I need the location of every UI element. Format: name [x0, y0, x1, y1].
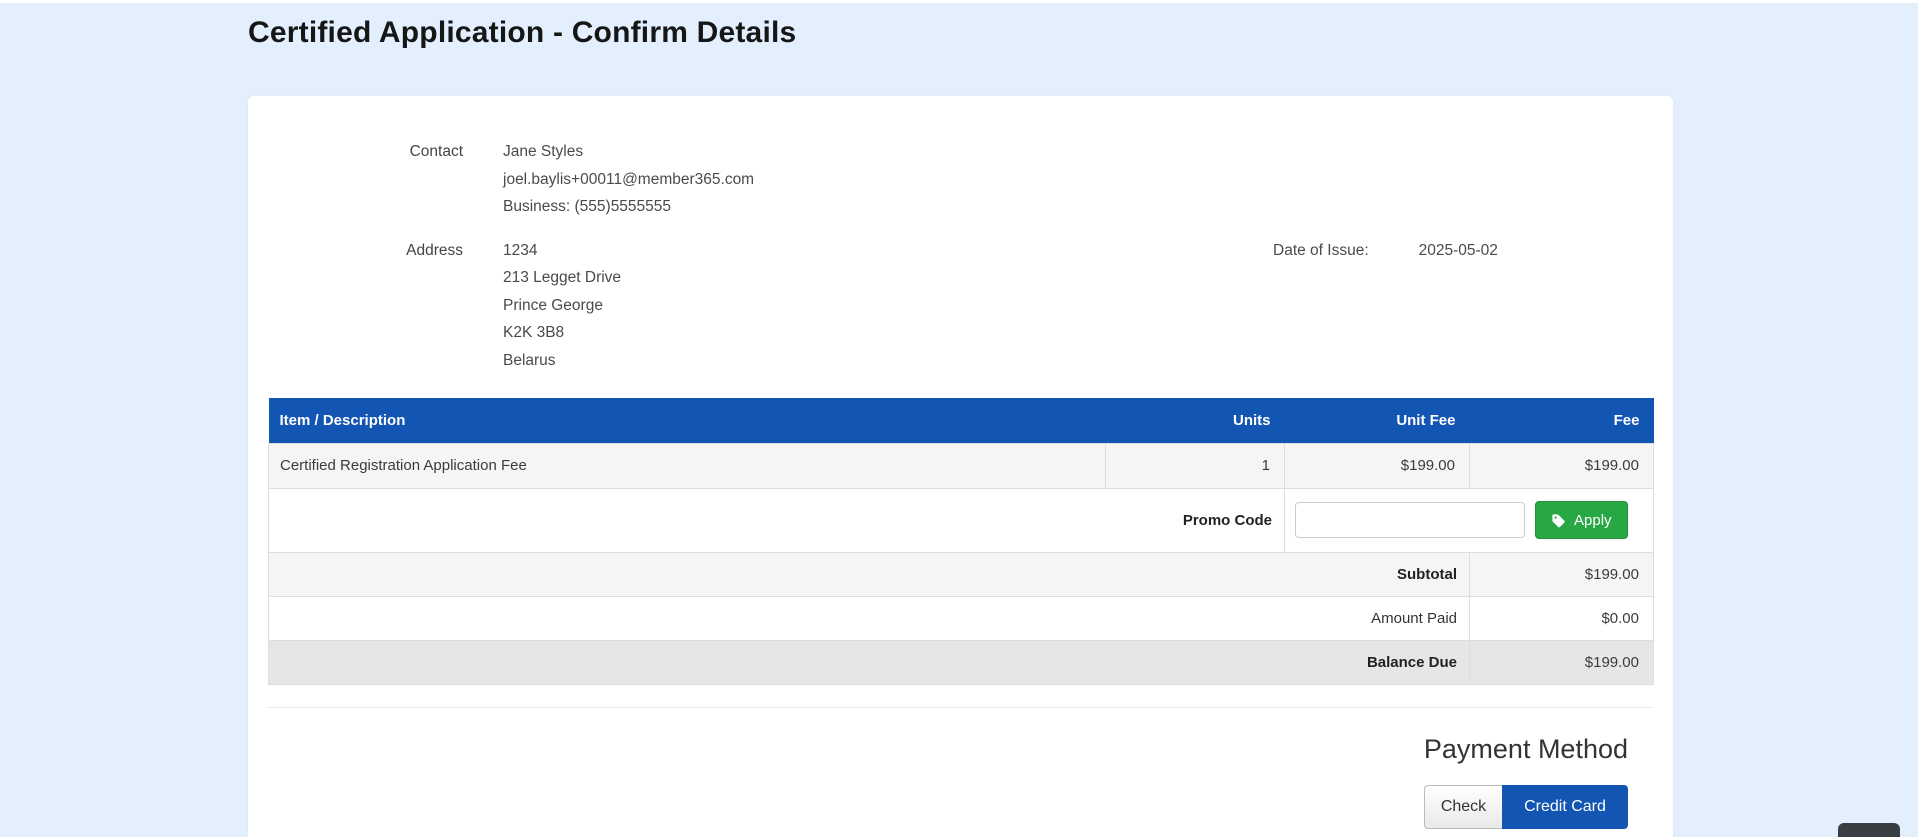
contact-name: Jane Styles — [503, 143, 584, 160]
col-header-unit-fee: Unit Fee — [1284, 398, 1470, 443]
top-strip — [0, 0, 1918, 3]
fee-table: Item / Description Units Unit Fee Fee Ce… — [268, 398, 1654, 685]
balance-due-label: Balance Due — [268, 639, 1470, 685]
promo-code-row: Promo Code Apply — [268, 487, 1654, 553]
address-lines: 1234 213 Legget Drive Prince George K2K … — [503, 237, 1213, 375]
address-label: Address — [406, 241, 463, 259]
bottom-corner-widget[interactable] — [1838, 823, 1900, 837]
address-line: K2K 3B8 — [503, 324, 565, 341]
invoice-card: Contact Jane Styles joel.baylis+00011@me… — [248, 96, 1673, 837]
tag-icon — [1551, 513, 1566, 528]
check-button[interactable]: Check — [1424, 784, 1502, 829]
credit-card-button[interactable]: Credit Card — [1502, 784, 1628, 829]
date-of-issue: Date of Issue: 2025-05-02 — [1253, 237, 1653, 375]
contact-label: Contact — [409, 143, 463, 160]
apply-button[interactable]: Apply — [1535, 501, 1628, 539]
contact-email: joel.baylis+00011@member365.com — [503, 170, 755, 188]
address-line: 1234 — [503, 241, 538, 259]
subtotal-row: Subtotal $199.00 — [268, 551, 1654, 597]
contact-phone: Business: (555)5555555 — [503, 198, 672, 215]
section-divider — [268, 706, 1653, 708]
promo-code-input[interactable] — [1295, 502, 1525, 538]
subtotal-label: Subtotal — [268, 551, 1470, 597]
address-line: Prince George — [503, 296, 603, 314]
fee-table-header-row: Item / Description Units Unit Fee Fee — [268, 398, 1654, 443]
balance-due-value: $199.00 — [1469, 639, 1654, 685]
item-fee: $199.00 — [1469, 442, 1654, 489]
col-header-units: Units — [1105, 398, 1285, 443]
contact-lines: Jane Styles joel.baylis+00011@member365.… — [503, 138, 1213, 221]
promo-code-label: Promo Code — [268, 487, 1285, 553]
col-header-fee: Fee — [1469, 398, 1654, 443]
amount-paid-value: $0.00 — [1469, 595, 1654, 641]
address-line: 213 Legget Drive — [503, 269, 622, 286]
payment-method-heading: Payment Method — [1423, 733, 1628, 764]
address-line: Belarus — [503, 351, 556, 369]
invoice-info: Contact Jane Styles joel.baylis+00011@me… — [268, 138, 1653, 374]
apply-button-label: Apply — [1574, 511, 1612, 529]
item-units: 1 — [1105, 442, 1285, 489]
date-of-issue-label: Date of Issue: — [1273, 241, 1369, 259]
item-unit-fee: $199.00 — [1284, 442, 1470, 489]
table-row: Certified Registration Application Fee 1… — [268, 442, 1654, 489]
balance-due-row: Balance Due $199.00 — [268, 639, 1654, 685]
amount-paid-label: Amount Paid — [268, 595, 1470, 641]
subtotal-value: $199.00 — [1469, 551, 1654, 597]
col-header-item: Item / Description — [268, 398, 1106, 443]
page-title: Certified Application - Confirm Details — [248, 16, 797, 49]
date-of-issue-value: 2025-05-02 — [1418, 241, 1498, 259]
amount-paid-row: Amount Paid $0.00 — [268, 595, 1654, 641]
payment-method-toggle: Check Credit Card — [268, 784, 1653, 829]
item-description: Certified Registration Application Fee — [268, 442, 1106, 489]
